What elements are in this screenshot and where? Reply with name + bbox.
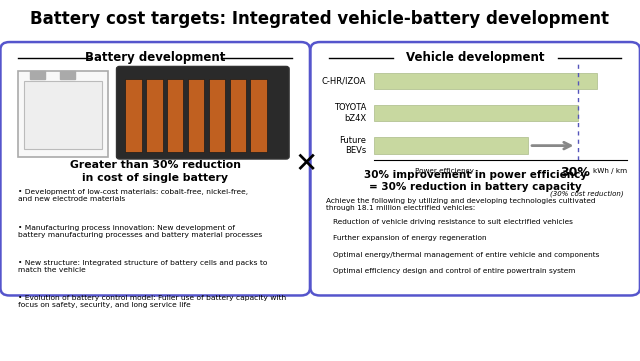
Text: Battery development: Battery development [85, 51, 225, 64]
Bar [60, 71, 75, 79]
Bar [250, 79, 267, 152]
Bar [230, 79, 246, 152]
Text: Optimal energy/thermal management of entire vehicle and components: Optimal energy/thermal management of ent… [333, 252, 599, 258]
Bar [147, 79, 163, 152]
FancyBboxPatch shape [116, 66, 289, 159]
Text: Battery cost targets: Integrated vehicle-battery development: Battery cost targets: Integrated vehicle… [31, 10, 609, 28]
Text: • Evolution of battery control model: Fuller use of battery capacity with
focus : • Evolution of battery control model: Fu… [19, 295, 287, 308]
Bar [30, 71, 45, 79]
FancyBboxPatch shape [24, 81, 102, 149]
Text: ✕: ✕ [295, 150, 318, 178]
Text: Greater than 30% reduction
in cost of single battery: Greater than 30% reduction in cost of si… [70, 160, 241, 183]
Bar [374, 105, 577, 121]
Text: • Development of low-cost materials: cobalt-free, nickel-free,
and new electrode: • Development of low-cost materials: cob… [19, 190, 248, 203]
Text: 30%: 30% [560, 166, 590, 179]
Text: • Manufacturing process innovation: New development of
battery manufacturing pro: • Manufacturing process innovation: New … [19, 225, 262, 238]
Bar [188, 79, 204, 152]
Bar [374, 138, 528, 154]
Text: (30% cost reduction): (30% cost reduction) [550, 191, 624, 197]
Text: Reduction of vehicle driving resistance to suit electrified vehicles: Reduction of vehicle driving resistance … [333, 219, 573, 225]
Bar [209, 79, 225, 152]
Text: -In the second half of 2020s: -In the second half of 2020s [261, 345, 379, 355]
Text: Achieve the following by utilizing and developing technologies cultivated
throug: Achieve the following by utilizing and d… [326, 198, 596, 211]
Text: Optimal efficiency design and control of entire powertrain system: Optimal efficiency design and control of… [333, 269, 575, 274]
Text: Power efficiency: Power efficiency [415, 168, 474, 174]
Bar [167, 79, 184, 152]
Text: Further expansion of energy regeneration: Further expansion of energy regeneration [333, 235, 486, 241]
Text: 30% ⇒ 50% reduction in battery costs (per vehicle): 30% ⇒ 50% reduction in battery costs (pe… [170, 320, 470, 330]
Text: kWh / km: kWh / km [593, 168, 627, 174]
Text: • New structure: Integrated structure of battery cells and packs to
match the ve: • New structure: Integrated structure of… [19, 260, 268, 273]
Text: Reducing cost by 30% by improving power efficiency and reducing cost of battery : Reducing cost by 30% by improving power … [69, 299, 571, 308]
FancyBboxPatch shape [310, 42, 640, 295]
Text: 30% improvement in power efficiency
= 30% reduction in battery capacity: 30% improvement in power efficiency = 30… [364, 170, 587, 192]
FancyBboxPatch shape [19, 71, 108, 157]
FancyBboxPatch shape [1, 42, 310, 295]
Bar [125, 79, 142, 152]
Text: Vehicle development: Vehicle development [406, 51, 545, 64]
Bar [374, 73, 598, 89]
